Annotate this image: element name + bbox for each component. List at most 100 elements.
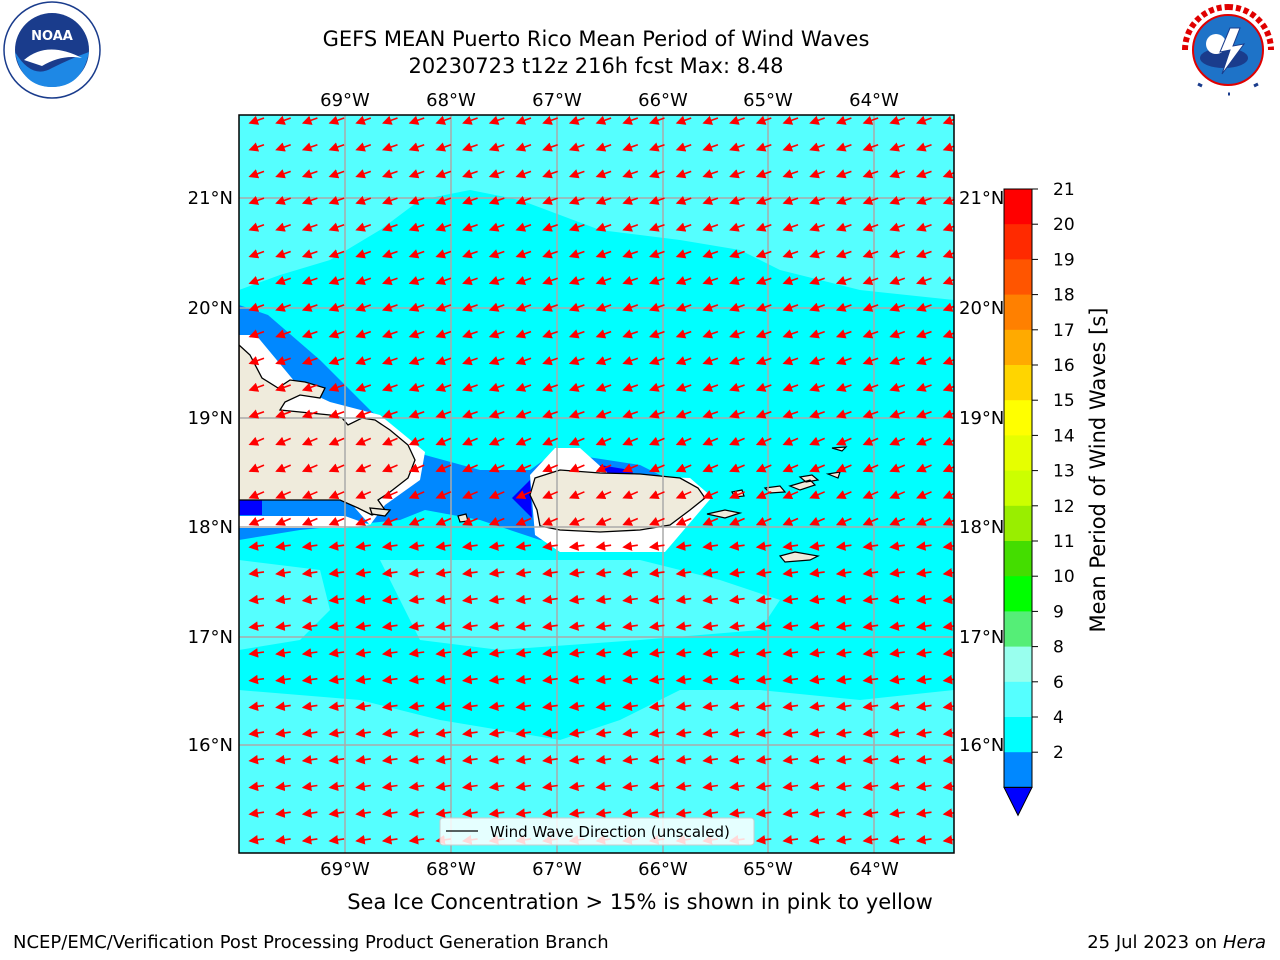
wind-wave-arrow xyxy=(702,169,719,179)
wind-wave-arrow xyxy=(809,169,825,179)
wind-wave-arrow xyxy=(488,142,505,152)
wind-wave-arrow xyxy=(301,541,318,551)
wind-wave-arrow xyxy=(275,568,291,578)
wind-wave-arrow xyxy=(942,436,954,446)
wind-wave-arrow xyxy=(755,463,772,473)
wind-wave-arrow xyxy=(381,249,398,259)
wind-wave-arrow xyxy=(542,541,558,551)
wind-wave-arrow xyxy=(675,356,692,366)
wind-wave-arrow xyxy=(515,594,532,605)
wind-wave-arrow xyxy=(675,275,692,286)
lat-label: 17°N xyxy=(188,627,233,648)
wind-wave-arrow xyxy=(755,275,772,286)
wind-wave-arrow xyxy=(435,808,452,818)
lon-label: 66°W xyxy=(638,90,688,111)
wind-wave-arrow xyxy=(408,568,425,578)
wind-wave-arrow xyxy=(755,142,772,152)
wind-wave-arrow xyxy=(595,329,612,339)
wind-wave-arrow xyxy=(355,541,371,551)
wind-wave-arrow xyxy=(488,594,505,605)
wind-wave-arrow xyxy=(889,115,906,125)
footer-date-text: 25 Jul 2023 on xyxy=(1087,932,1223,953)
wind-wave-arrow xyxy=(729,436,745,446)
wind-wave-arrow xyxy=(568,302,585,312)
wind-wave-arrow xyxy=(649,436,665,446)
wind-wave-arrow xyxy=(435,382,452,392)
wind-wave-arrow xyxy=(488,222,505,232)
wind-wave-arrow xyxy=(622,490,639,500)
wind-wave-arrow xyxy=(915,674,932,685)
wind-wave-arrow xyxy=(889,568,905,578)
colorbar: 21 20 19 18 17 16 15 14 13 12 11 10 9 8 6 4 2 xyxy=(1003,180,1075,817)
wind-wave-arrow xyxy=(381,781,398,792)
wind-wave-arrow xyxy=(648,674,665,685)
colorbar-segment xyxy=(1004,611,1032,648)
wind-wave-arrow xyxy=(702,808,719,818)
wind-wave-arrow xyxy=(675,568,692,578)
wind-wave-arrow xyxy=(408,115,425,125)
wind-wave-arrow xyxy=(782,754,799,765)
wind-wave-arrow xyxy=(835,781,852,792)
wind-wave-arrow xyxy=(622,329,639,339)
wind-wave-arrow xyxy=(462,728,478,738)
wind-wave-arrow xyxy=(622,222,639,232)
wind-wave-arrow xyxy=(915,302,932,312)
wind-wave-arrow xyxy=(328,115,345,125)
wind-wave-arrow xyxy=(862,568,879,578)
wind-wave-arrow xyxy=(675,621,692,631)
wind-wave-arrow xyxy=(435,594,452,605)
wind-wave-arrow xyxy=(301,302,318,312)
wind-wave-arrow xyxy=(622,249,639,259)
wind-wave-arrow xyxy=(942,249,954,259)
wind-wave-arrow xyxy=(355,275,372,286)
wind-wave-arrow xyxy=(622,541,638,551)
colorbar-segment xyxy=(1004,646,1032,683)
wind-wave-arrow xyxy=(889,275,906,286)
wind-wave-arrow xyxy=(595,195,612,205)
wind-wave-arrow xyxy=(835,728,852,738)
wind-wave-arrow xyxy=(301,329,318,339)
wind-wave-arrow xyxy=(755,621,772,631)
map-frame xyxy=(238,114,955,854)
wind-wave-arrow xyxy=(301,674,318,685)
wind-wave-arrow xyxy=(542,142,558,152)
wind-wave-arrow xyxy=(729,674,745,685)
wind-wave-arrow xyxy=(301,835,318,845)
wind-wave-arrow xyxy=(355,701,371,712)
wind-wave-arrow xyxy=(381,195,398,205)
wind-wave-arrow xyxy=(942,142,954,152)
wind-wave-arrow xyxy=(275,302,291,312)
wind-wave-arrow xyxy=(381,356,398,366)
lat-label: 18°N xyxy=(959,517,1004,538)
wind-wave-arrow xyxy=(408,835,425,845)
wind-wave-arrow xyxy=(889,701,905,712)
wind-wave-arrow xyxy=(622,356,639,366)
wind-wave-arrow xyxy=(515,382,532,392)
wind-wave-arrow xyxy=(755,701,772,712)
wind-wave-arrow xyxy=(889,249,906,259)
wind-wave-arrow xyxy=(381,594,398,605)
wind-wave-arrow xyxy=(809,356,825,366)
wind-wave-arrow xyxy=(622,701,638,712)
wind-wave-arrow xyxy=(568,275,585,286)
wind-wave-arrow xyxy=(835,382,852,392)
wind-wave-arrow xyxy=(942,516,954,526)
colorbar-tick-label: 10 xyxy=(1053,567,1075,587)
lon-labels-top: 69°W 68°W 67°W 66°W 65°W 64°W xyxy=(320,90,899,111)
wind-wave-arrow xyxy=(435,302,452,312)
wind-wave-arrow xyxy=(782,568,799,578)
wind-wave-arrow xyxy=(515,275,532,286)
wind-wave-arrow xyxy=(381,648,398,658)
wind-wave-arrow xyxy=(835,169,852,179)
wind-wave-arrow xyxy=(301,249,318,259)
wind-wave-arrow xyxy=(809,648,825,658)
wind-wave-arrow xyxy=(568,463,585,473)
wind-wave-arrow xyxy=(248,568,265,578)
wind-wave-arrow xyxy=(355,436,372,446)
wind-wave-arrow xyxy=(462,436,478,446)
map-legend: Wind Wave Direction (unscaled) xyxy=(439,817,755,846)
wind-wave-arrow xyxy=(382,490,398,500)
wind-wave-arrow xyxy=(809,249,825,259)
wind-wave-arrow xyxy=(622,302,639,312)
wind-wave-arrow xyxy=(328,142,345,152)
